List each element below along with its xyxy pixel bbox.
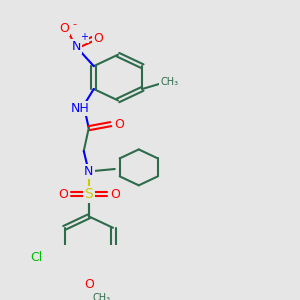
Text: O: O (93, 32, 103, 45)
Text: O: O (59, 22, 69, 35)
Text: O: O (114, 118, 124, 130)
Text: S: S (84, 187, 93, 201)
Text: CH₃: CH₃ (93, 293, 111, 300)
Text: Cl: Cl (30, 251, 43, 264)
Text: N: N (71, 40, 81, 53)
Text: NH: NH (70, 102, 89, 115)
Text: O: O (84, 278, 94, 292)
Text: N: N (84, 165, 93, 178)
Text: -: - (72, 19, 76, 29)
Text: +: + (80, 32, 88, 42)
Text: CH₃: CH₃ (160, 77, 178, 88)
Text: O: O (110, 188, 120, 201)
Text: O: O (58, 188, 68, 201)
